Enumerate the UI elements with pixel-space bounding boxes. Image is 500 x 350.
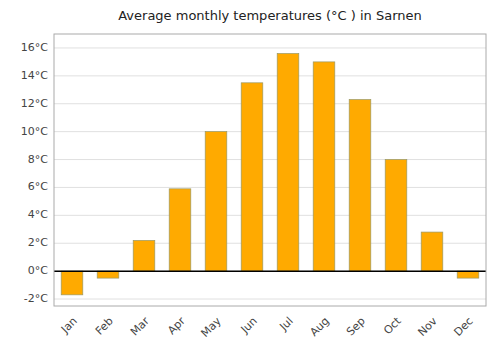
x-tick-label: Oct — [381, 314, 404, 337]
x-tick-label: Dec — [452, 315, 476, 339]
grid — [54, 48, 486, 299]
bar — [385, 160, 407, 272]
bar — [241, 83, 263, 271]
x-tick-label: Jan — [58, 315, 80, 337]
grid-line — [54, 159, 486, 160]
zero-line — [54, 270, 486, 272]
chart-title: Average monthly temperatures (°C ) in Sa… — [118, 8, 422, 23]
x-tick-label: Jun — [238, 315, 260, 337]
x-tick-label: Nov — [415, 314, 440, 339]
y-tick-label: 10°C — [21, 125, 48, 138]
bar — [421, 232, 443, 271]
x-tick-label: May — [198, 314, 224, 340]
chart-container: Average monthly temperatures (°C ) in Sa… — [0, 0, 500, 350]
bar — [349, 100, 371, 272]
bar — [313, 62, 335, 271]
x-tick-label: Jul — [276, 315, 295, 334]
bars — [61, 54, 479, 295]
y-tick-label: 12°C — [21, 97, 48, 110]
bar — [205, 132, 227, 271]
grid-line — [54, 299, 486, 300]
plot-frame — [54, 34, 486, 306]
grid-line — [54, 131, 486, 132]
bar — [277, 54, 299, 272]
y-tick-label: 6°C — [28, 180, 48, 193]
y-tick-label: 16°C — [21, 41, 48, 54]
grid-line — [54, 271, 486, 272]
bar — [97, 271, 119, 278]
grid-line — [54, 215, 486, 216]
y-tick-label: 2°C — [28, 236, 48, 249]
x-tick-label: Mar — [128, 314, 152, 338]
bar — [457, 271, 479, 278]
y-tick-label: 14°C — [21, 69, 48, 82]
x-tick-label: Aug — [307, 315, 331, 339]
grid-line — [54, 47, 486, 48]
y-tick-label: 8°C — [28, 153, 48, 166]
x-axis: Jan Feb Mar Apr May Jun Jul Aug Sep Oct Nov Dec — [58, 314, 476, 340]
grid-line — [54, 103, 486, 104]
y-tick-label: 0°C — [28, 264, 48, 277]
bar — [61, 271, 83, 295]
x-tick-label: Apr — [165, 314, 188, 337]
chart-svg: Average monthly temperatures (°C ) in Sa… — [0, 0, 500, 350]
bar — [133, 240, 155, 271]
y-tick-label: 4°C — [28, 208, 48, 221]
x-tick-label: Feb — [93, 315, 116, 338]
grid-line — [54, 187, 486, 188]
bar — [169, 189, 191, 271]
x-tick-label: Sep — [344, 315, 368, 339]
grid-line — [54, 75, 486, 76]
y-axis: -2°C 0°C 2°C 4°C 6°C 8°C 10°C 12°C 14°C 16°C — [21, 41, 48, 305]
y-tick-label: -2°C — [24, 292, 48, 305]
